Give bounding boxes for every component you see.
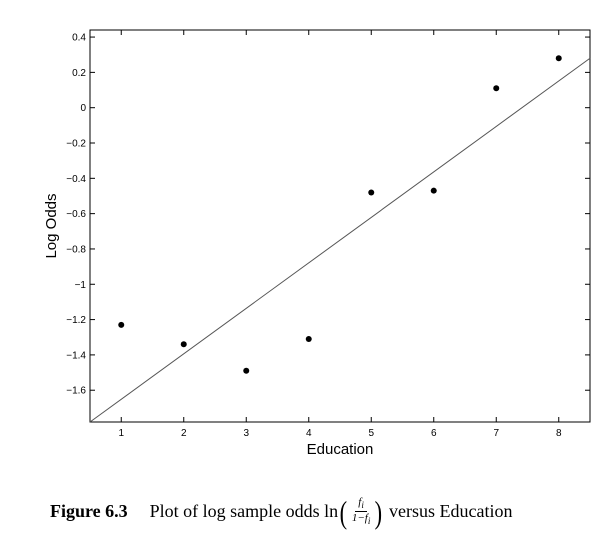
y-tick-label: 0.4 <box>72 33 86 44</box>
y-tick-label: −0.2 <box>66 139 86 150</box>
x-tick-label: 6 <box>431 428 437 439</box>
right-paren: ) <box>374 493 383 530</box>
data-points <box>118 55 562 374</box>
caption-text-after: versus Education <box>389 501 513 522</box>
data-point <box>243 367 250 374</box>
data-point <box>430 187 437 194</box>
x-tick-label: 4 <box>306 428 312 439</box>
data-point <box>180 341 187 348</box>
data-point <box>118 321 125 328</box>
x-axis-label: Education <box>307 441 374 458</box>
ticks <box>90 30 590 422</box>
y-tick-label: −0.6 <box>66 209 86 220</box>
y-tick-label: 0.2 <box>72 68 86 79</box>
y-tick-label: −0.4 <box>66 174 86 185</box>
data-point <box>368 189 375 196</box>
x-tick-label: 1 <box>118 428 124 439</box>
scatter-plot: 1 2 3 4 5 6 7 8 0.4 0.2 0 −0.2 −0.4 −0.6 −0.8 −1 −1.2 −1.… <box>43 29 591 458</box>
left-paren: ( <box>339 493 348 530</box>
fit-line <box>89 57 591 423</box>
caption-text-before: Plot of log sample odds ln <box>149 501 339 522</box>
data-point <box>305 336 312 343</box>
data-point <box>493 85 500 92</box>
y-tick-label: −1.4 <box>66 350 86 361</box>
fraction-numerator: fi <box>355 496 367 513</box>
x-tick-label: 7 <box>493 428 499 439</box>
x-tick-label: 2 <box>181 428 187 439</box>
fraction-denominator: 1−fi <box>351 512 371 527</box>
figure-number: Figure 6.3 <box>50 501 128 522</box>
x-tick-label: 3 <box>243 428 249 439</box>
x-tick-label: 5 <box>368 428 374 439</box>
y-axis-label: Log Odds <box>43 193 60 258</box>
y-tick-label: −1 <box>75 280 87 291</box>
odds-fraction: fi 1−fi <box>352 496 371 527</box>
tick-labels: 1 2 3 4 5 6 7 8 0.4 0.2 0 −0.2 −0.4 −0.6 −0.8 −1 −1.2 −1.… <box>66 33 562 439</box>
x-tick-label: 8 <box>556 428 562 439</box>
y-tick-label: 0 <box>80 103 86 114</box>
plot-frame <box>89 29 591 423</box>
y-tick-label: −1.2 <box>66 315 86 326</box>
figure-caption: Figure 6.3 Plot of log sample odds ln ( … <box>50 493 610 530</box>
y-tick-label: −1.6 <box>66 386 86 397</box>
y-tick-label: −0.8 <box>66 244 86 255</box>
data-point <box>555 55 562 62</box>
